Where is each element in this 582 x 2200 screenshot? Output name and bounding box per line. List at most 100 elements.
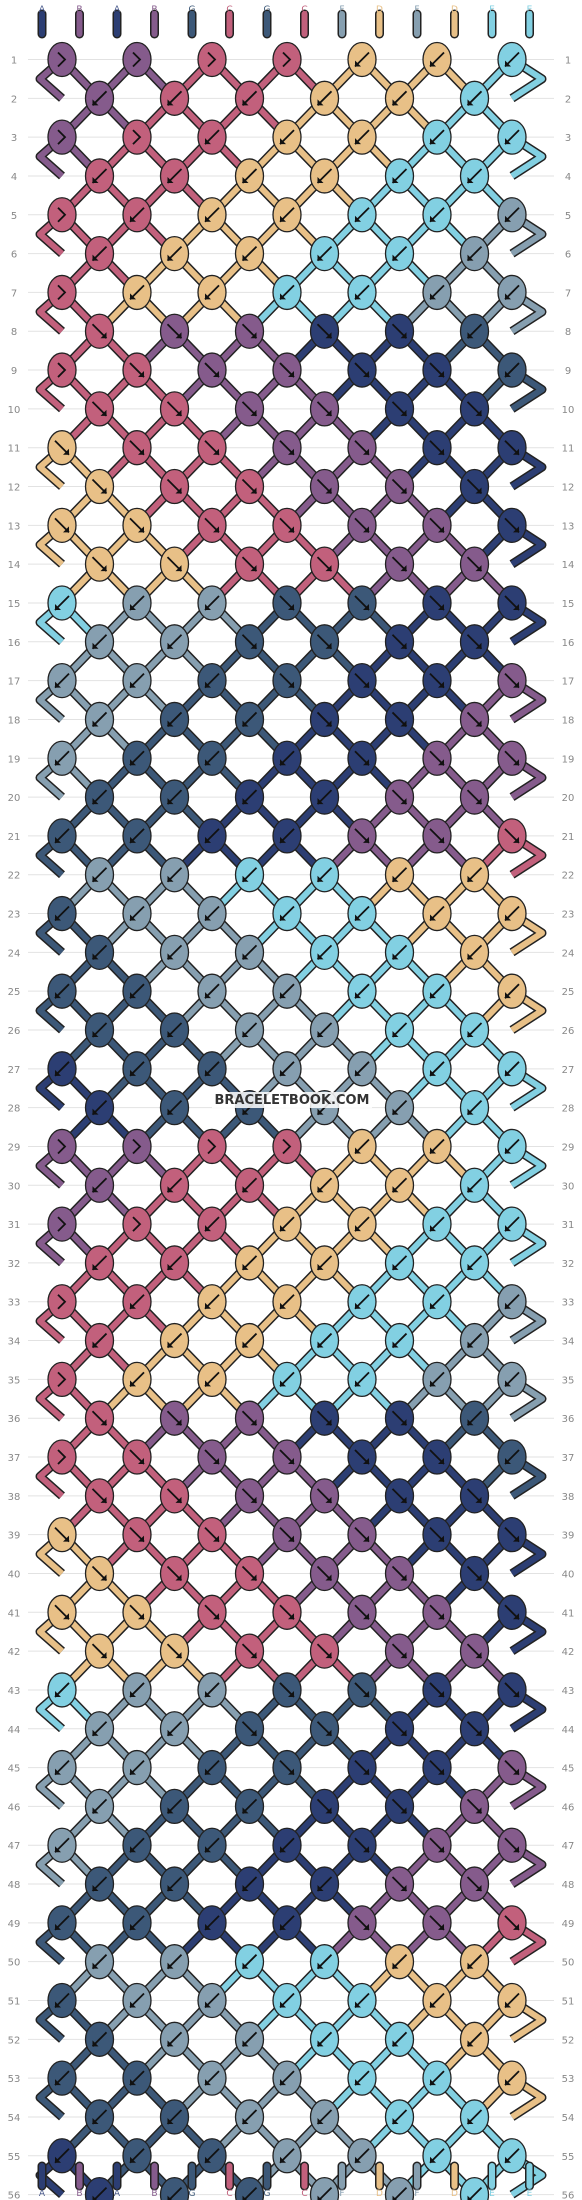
knot-arrow-head (288, 448, 294, 455)
knot-arrow-head (325, 642, 332, 649)
knot (459, 1944, 490, 1980)
knot-arrow-head (242, 254, 249, 261)
knot-arrow-head (242, 2040, 249, 2047)
knot-arrow-head (325, 565, 332, 572)
knot-arrow-head (317, 2040, 324, 2047)
knot-arrow-head (175, 1419, 182, 1426)
knot-arrow-head (130, 1768, 136, 1775)
row-number-left: 12 (8, 483, 21, 494)
knot (459, 1012, 490, 1048)
knot-arrow-head (317, 1341, 324, 1348)
knot-arrow-head (317, 1108, 324, 1115)
knot-arrow-head (167, 2040, 174, 2047)
knot-arrow-head (363, 1768, 369, 1775)
knot-arrow-head (430, 2079, 436, 2086)
knot (347, 1594, 377, 1630)
knot (309, 1944, 340, 1980)
knot (197, 1284, 227, 1320)
knot-arrow-head (438, 448, 444, 455)
knot-arrow-head (55, 1923, 61, 1930)
knot-arrow-head (505, 1302, 511, 1309)
knot (384, 468, 415, 505)
knot-arrow-head (167, 176, 174, 183)
knot (197, 1905, 227, 1941)
knot (122, 1517, 152, 1553)
knot-arrow-head (250, 487, 257, 494)
knot (497, 818, 527, 854)
row-number-right: 16 (562, 638, 575, 649)
knot-arrow-head (475, 798, 482, 805)
knot-body (47, 352, 77, 388)
knot (422, 1128, 452, 1165)
row-number-right: 49 (562, 1919, 575, 1930)
knot (197, 1361, 227, 1398)
knot (422, 1827, 452, 1863)
knot (84, 468, 115, 505)
knot (347, 1361, 377, 1398)
watermark-text: BRACELETBOOK.COM (215, 1093, 370, 1108)
knot-arrow-head (438, 1923, 444, 1930)
knot-arrow-head (325, 1496, 332, 1503)
knot (272, 1517, 302, 1553)
knot-arrow-head (242, 720, 249, 727)
knot (84, 391, 115, 427)
knot-arrow-head (430, 1225, 436, 1232)
knot-body (122, 41, 152, 78)
knot (234, 235, 265, 272)
knot-arrow-head (167, 1263, 174, 1270)
knot-arrow-head (438, 1690, 444, 1697)
row-number-right: 10 (562, 405, 575, 416)
knot-arrow-head (400, 332, 407, 339)
row-number-right: 11 (562, 444, 575, 455)
knot-arrow-head (92, 2117, 99, 2124)
knot (384, 391, 415, 427)
row-number-right: 29 (562, 1142, 575, 1153)
knot-arrow-head (467, 99, 474, 106)
knot (197, 197, 227, 233)
knot (197, 41, 227, 78)
knots (47, 41, 527, 2200)
knot (309, 1245, 340, 1281)
row-number-left: 19 (8, 754, 21, 765)
knot-body (197, 41, 227, 78)
bottom-string-letter: D (451, 2189, 458, 2199)
knot-body (197, 1128, 227, 1165)
knot-arrow-head (317, 1885, 324, 1892)
knot (497, 1827, 527, 1863)
knot-body (47, 197, 77, 233)
knot-arrow-head (355, 2001, 361, 2008)
row-number-right: 32 (562, 1259, 575, 1270)
knot-arrow-head (130, 992, 136, 999)
knot (159, 158, 190, 194)
row-number-left: 4 (11, 172, 17, 183)
knot (84, 779, 115, 815)
knot (459, 80, 490, 116)
row-number-right: 2 (565, 94, 571, 105)
knot (309, 1866, 340, 1902)
knot (272, 2138, 302, 2174)
knot (272, 585, 302, 621)
knot (497, 1517, 527, 1553)
knot-arrow-head (505, 2001, 511, 2008)
knot (384, 624, 415, 660)
knot-arrow-head (92, 2040, 99, 2047)
knot-arrow-head (205, 603, 211, 610)
knot (422, 507, 452, 543)
knot (497, 507, 527, 543)
knot-arrow-head (467, 1031, 474, 1037)
knot (272, 895, 302, 932)
knot-arrow-head (167, 1729, 174, 1736)
knot (309, 1012, 340, 1048)
row-number-right: 24 (562, 948, 575, 959)
knot-arrow-head (325, 1807, 332, 1814)
knot-arrow-fb (132, 51, 142, 68)
knot (384, 1400, 415, 1436)
knot-arrow-head (392, 2040, 399, 2047)
knot-arrow-head (355, 992, 361, 999)
knot (309, 2021, 340, 2057)
knot-arrow-fb (57, 1216, 67, 1232)
knot-arrow-head (467, 2117, 474, 2124)
knot (197, 274, 227, 311)
row-number-left: 5 (11, 211, 17, 222)
row-number-right: 35 (562, 1375, 575, 1386)
